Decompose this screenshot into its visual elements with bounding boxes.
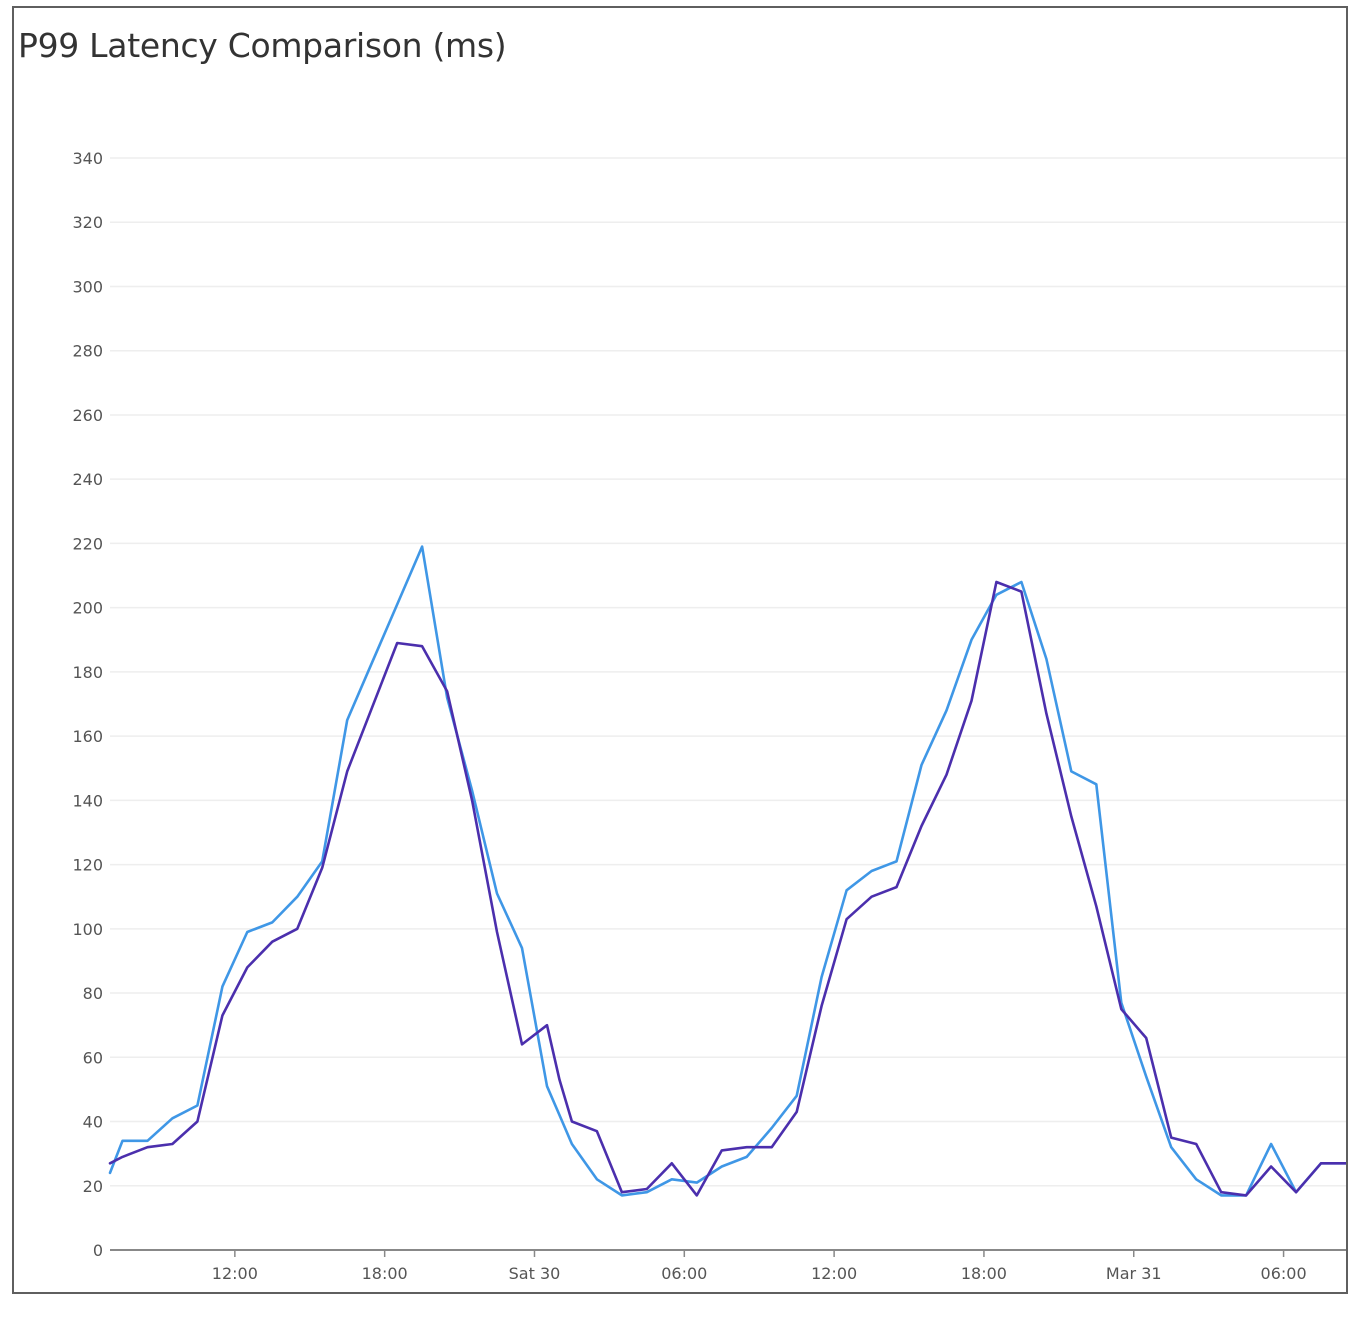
y-tick-label: 160 (72, 727, 103, 746)
y-tick-label: 40 (83, 1113, 103, 1132)
y-tick-label: 60 (83, 1048, 103, 1067)
y-tick-label: 120 (72, 856, 103, 875)
y-tick-label: 320 (72, 213, 103, 232)
series-lines (108, 545, 1346, 1197)
x-tick-label: 06:00 (661, 1264, 707, 1283)
y-tick-label: 140 (72, 791, 103, 810)
y-tick-label: 20 (83, 1177, 103, 1196)
chart-title: P99 Latency Comparison (ms) (18, 26, 507, 65)
x-tick-label: Sat 30 (509, 1264, 561, 1283)
y-tick-label: 80 (83, 984, 103, 1003)
y-tick-label: 260 (72, 406, 103, 425)
y-tick-label: 200 (72, 599, 103, 618)
series-line-2 (108, 580, 1346, 1197)
x-tick-label: 18:00 (961, 1264, 1007, 1283)
grid-lines (110, 157, 1346, 1187)
x-tick-label: 12:00 (811, 1264, 857, 1283)
latency-line-chart: 0 20 40 60 80 100 120 140 160 180 200 220 240 260 280 3… (72, 149, 1346, 1283)
y-tick-label: 340 (72, 149, 103, 168)
chart-panel: P99 Latency Comparison (ms) 0 20 40 60 80 100… (12, 6, 1348, 1294)
y-tick-label: 100 (72, 920, 103, 939)
x-tick-label: 06:00 (1261, 1264, 1307, 1283)
x-tick-label: 18:00 (362, 1264, 408, 1283)
y-tick-label: 180 (72, 663, 103, 682)
y-tick-label: 300 (72, 277, 103, 296)
y-tick-label: 0 (93, 1241, 103, 1260)
y-axis-tick-labels: 0 20 40 60 80 100 120 140 160 180 200 220 240 260 280 3… (72, 149, 103, 1260)
x-axis: 12:00 18:00 Sat 30 06:00 12:00 18:00 Mar 31 06:… (110, 1249, 1346, 1283)
x-tick-label: 12:00 (212, 1264, 258, 1283)
y-tick-label: 220 (72, 534, 103, 553)
y-tick-label: 280 (72, 342, 103, 361)
x-tick-label: Mar 31 (1106, 1264, 1162, 1283)
y-tick-label: 240 (72, 470, 103, 489)
